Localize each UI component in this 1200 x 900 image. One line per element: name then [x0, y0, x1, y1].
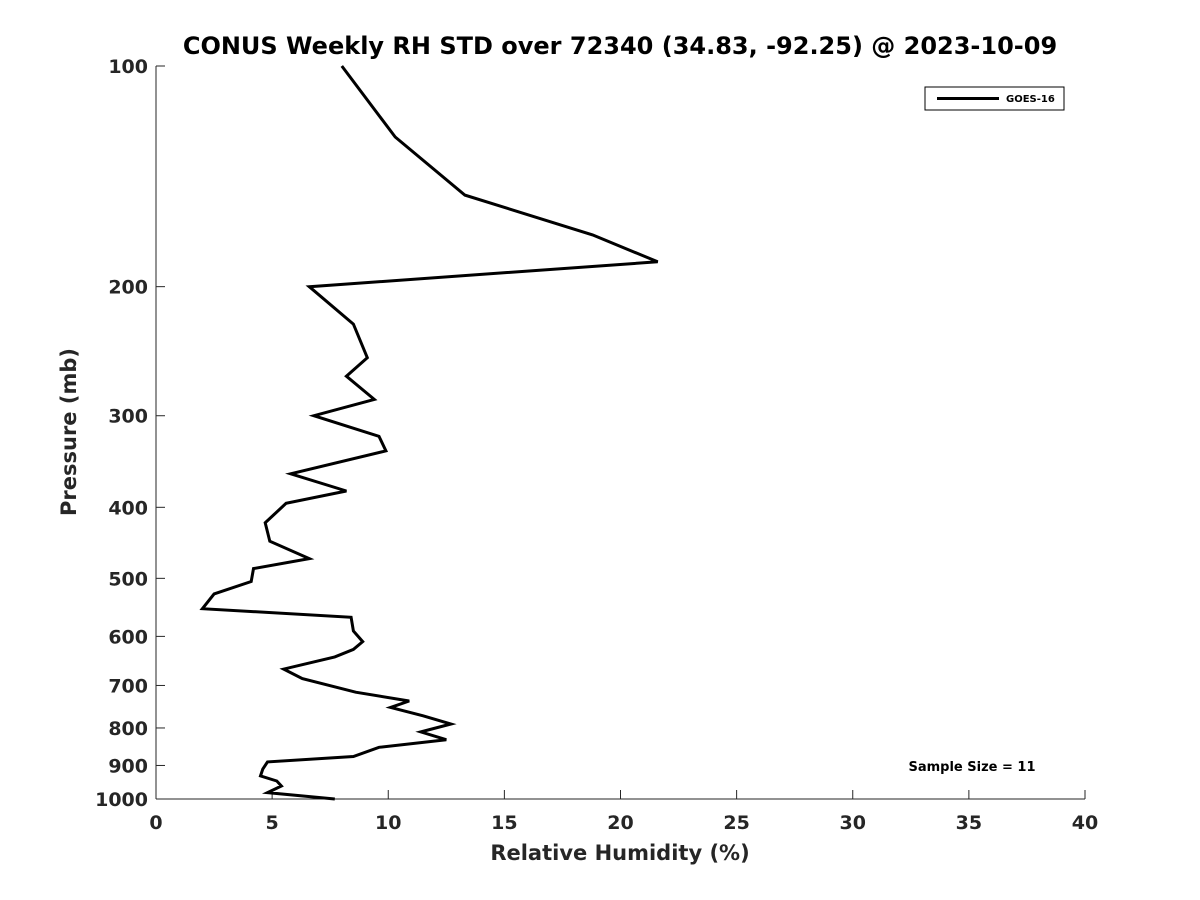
- x-tick-label: 10: [375, 812, 401, 834]
- y-tick-label: 1000: [95, 789, 148, 811]
- y-tick-label: 900: [108, 755, 148, 777]
- y-tick-label: 400: [108, 497, 148, 519]
- y-tick-label: 100: [108, 56, 148, 78]
- sample-size-annotation: Sample Size = 11: [908, 760, 1035, 775]
- x-tick-label: 30: [840, 812, 866, 834]
- x-tick-label: 20: [607, 812, 633, 834]
- y-tick-label: 600: [108, 626, 148, 648]
- legend-label-goes-16: GOES-16: [1006, 94, 1055, 105]
- plot-frame: [155, 66, 1085, 800]
- y-tick-label: 200: [108, 277, 148, 299]
- y-tick-label: 500: [108, 568, 148, 590]
- x-tick-label: 0: [149, 812, 162, 834]
- series-line-goes-16: [199, 65, 659, 801]
- x-tick-label: 25: [723, 812, 749, 834]
- x-tick-label: 15: [491, 812, 517, 834]
- x-tick-label: 5: [266, 812, 279, 834]
- x-axis-label: Relative Humidity (%): [490, 841, 749, 865]
- y-ticks: 100 200 300 400 500 600 700 800 900 1000: [95, 56, 165, 811]
- y-tick-label: 800: [108, 718, 148, 740]
- y-axis-label: Pressure (mb): [57, 348, 81, 516]
- series-group: [199, 65, 659, 801]
- x-tick-label: 35: [956, 812, 982, 834]
- y-tick-label: 300: [108, 406, 148, 428]
- x-ticks: 0 5 10 15 20 25 30 35 40: [149, 790, 1098, 834]
- chart-title: CONUS Weekly RH STD over 72340 (34.83, -…: [183, 32, 1057, 60]
- y-tick-label: 700: [108, 675, 148, 697]
- legend: GOES-16: [924, 86, 1065, 111]
- x-tick-label: 40: [1072, 812, 1098, 834]
